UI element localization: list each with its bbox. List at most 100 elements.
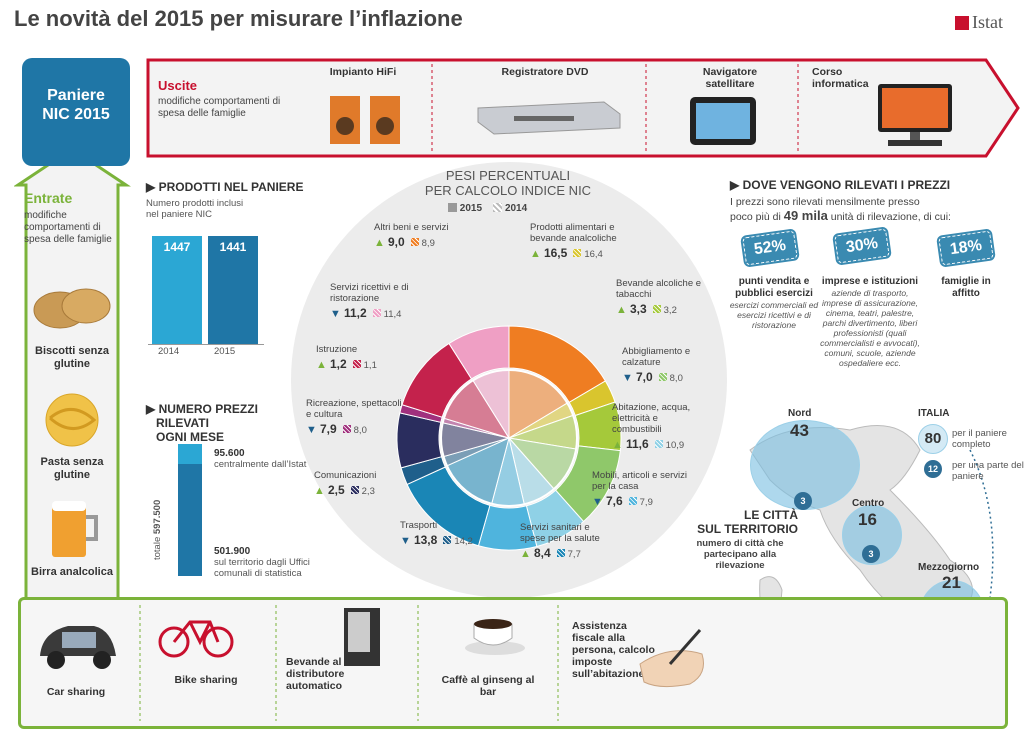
value-2015: 7,6 <box>605 494 623 508</box>
tag-30: 30% <box>832 226 892 266</box>
arrow-down-icon: ▼ <box>622 372 636 384</box>
category-name: Servizi sanitari e spese per la salute <box>520 522 600 544</box>
category-values: ▼ 7,0 8,0 <box>622 368 718 386</box>
hatch-swatch <box>556 549 565 557</box>
category-name: Trasporti <box>400 520 438 531</box>
category-name: Servizi ricettivi e di ristorazione <box>330 282 409 304</box>
arrow-up-icon: ▲ <box>530 248 544 260</box>
dove-intro-1: I prezzi sono rilevati mensilmente press… <box>730 196 920 208</box>
italia-partial-badge: 12 <box>924 460 942 478</box>
entrate-item-label: Pasta senza glutine <box>40 456 104 481</box>
mezzogiorno-count: 21 <box>942 573 961 592</box>
bottom-entrate-strip <box>18 597 1008 729</box>
hatch-swatch <box>410 238 419 246</box>
legend-2014: 2014 <box>504 203 528 214</box>
uscite-item-label: Navigatore satellitare <box>702 66 758 90</box>
tag-18: 18% <box>936 228 996 268</box>
category-values: ▲ 9,0 8,9 <box>374 233 470 251</box>
category-label: Servizi ricettivi e di ristorazione ▼ 11,… <box>330 282 426 322</box>
value-2015: 7,0 <box>635 370 653 384</box>
dove-intro-2a: poco più di <box>730 211 784 223</box>
uscite-subtitle: modifiche comportamenti di spesa delle f… <box>158 96 281 119</box>
bike-image <box>156 604 236 665</box>
prezzi-totale: totale 597.500 <box>152 470 163 560</box>
nord-badge: 3 <box>794 492 812 510</box>
value-2014: 8,0 <box>669 373 683 384</box>
category-values: ▲ 8,4 7,7 <box>520 544 616 562</box>
entrate-item-label: Birra analcolica <box>31 566 113 578</box>
page-title: Le novità del 2015 per misurare l’inflaz… <box>14 6 463 31</box>
hatch-swatch <box>654 440 663 448</box>
value-2014: 16,4 <box>584 249 603 260</box>
legend-2014-swatch <box>493 203 503 212</box>
category-values: ▲ 2,5 2,3 <box>314 481 410 499</box>
birra-image <box>46 495 102 561</box>
tag-title-52: punti vendita e pubblici esercizi <box>735 276 813 299</box>
hatch-swatch <box>573 249 582 257</box>
mezzogiorno-label: Mezzogiorno <box>918 562 980 573</box>
bar-2014-value: 1447 <box>163 239 191 254</box>
dvd-image <box>474 98 624 143</box>
bar-2015-value: 1441 <box>219 240 247 255</box>
value-2014: 11,4 <box>383 309 402 320</box>
category-name: Prodotti alimentari e bevande analcolich… <box>530 222 617 244</box>
dove-title: ▶ DOVE VENGONO RILEVATI I PREZZI <box>730 178 951 192</box>
category-name: Abitazione, acqua, elettricità e combust… <box>612 402 691 435</box>
value-2014: 7,9 <box>639 497 653 508</box>
value-2015: 11,2 <box>343 306 367 320</box>
bar-2014: 1447 <box>152 235 202 344</box>
pie-inner-border <box>440 369 578 507</box>
arrow-up-icon: ▲ <box>616 304 630 316</box>
category-name: Ricreazione, spettacoli e cultura <box>306 398 402 420</box>
citta-title-2: SUL TERRITORIO <box>697 522 798 536</box>
value-2014: 3,2 <box>663 305 677 316</box>
paniere-badge: Paniere NIC 2015 <box>22 58 130 166</box>
bottom-item-label: Bevande al distributore automatico <box>286 656 345 692</box>
category-label: Mobili, articoli e servizi per la casa ▼ … <box>592 470 688 510</box>
centro-badge: 3 <box>862 545 880 563</box>
dove-intro-2c: unità di rilevazione, di cui: <box>827 211 951 223</box>
value-2015: 1,2 <box>329 357 347 371</box>
arrow-down-icon: ▼ <box>306 424 320 436</box>
hatch-swatch <box>443 536 452 544</box>
value-2014: 7,7 <box>567 549 581 560</box>
centro-count: 16 <box>858 510 877 529</box>
tag-title-18: famiglie in affitto <box>941 276 991 299</box>
hatch-swatch <box>350 486 359 494</box>
prezzi-territory-desc: sul territorio dagli Uffici comunali di … <box>214 557 310 579</box>
hatch-swatch <box>628 497 637 505</box>
category-name: Abbigliamento e calzature <box>622 346 691 368</box>
bar-label-2015: 2015 <box>214 346 236 357</box>
value-2015: 13,8 <box>413 533 438 547</box>
category-values: ▼ 11,2 11,4 <box>330 304 426 322</box>
prezzi-bar-territory <box>178 464 202 576</box>
bar-label-2014: 2014 <box>158 346 180 357</box>
category-values: ▼ 13,8 14,2 <box>400 531 496 549</box>
prezzi-title-3: OGNI MESE <box>156 430 225 444</box>
pesi-title-1: PESI PERCENTUALI <box>445 168 571 183</box>
tag-text-30: aziende di trasporto, imprese di assicur… <box>820 288 920 368</box>
value-2015: 2,5 <box>327 483 345 497</box>
entrate-subtitle: modifiche comportamenti di spesa delle f… <box>24 210 112 245</box>
centro-label: Centro <box>852 498 885 509</box>
category-values: ▲ 1,2 1,1 <box>316 355 412 373</box>
value-2015: 9,0 <box>387 235 405 249</box>
pesi-title-2: PER CALCOLO INDICE NIC <box>424 183 592 198</box>
arrow-up-icon: ▲ <box>316 359 330 371</box>
value-2014: 8,9 <box>421 238 435 249</box>
tag-52: 52% <box>740 228 800 268</box>
category-label: Abitazione, acqua, elettricità e combust… <box>612 402 708 453</box>
pesi-legend: 2015 2014 <box>448 203 527 214</box>
category-name: Comunicazioni <box>314 470 377 481</box>
prodotti-title: ▶ PRODOTTI NEL PANIERE <box>146 180 304 194</box>
bottom-item-label: Assistenza fiscale alla persona, calcolo… <box>572 620 655 680</box>
arrow-up-icon: ▲ <box>520 548 534 560</box>
car-image <box>32 612 122 679</box>
tag-title-30: imprese e istituzioni <box>821 276 919 287</box>
category-label: Bevande alcoliche e tabacchi ▲ 3,3 3,2 <box>616 278 712 318</box>
legend-2015: 2015 <box>459 203 483 214</box>
tag-desc-52: punti vendita e pubblici esercizi eserci… <box>726 276 822 330</box>
nord-count: 43 <box>790 421 809 440</box>
value-2015: 3,3 <box>629 302 647 316</box>
logo-mark-icon <box>955 16 969 30</box>
